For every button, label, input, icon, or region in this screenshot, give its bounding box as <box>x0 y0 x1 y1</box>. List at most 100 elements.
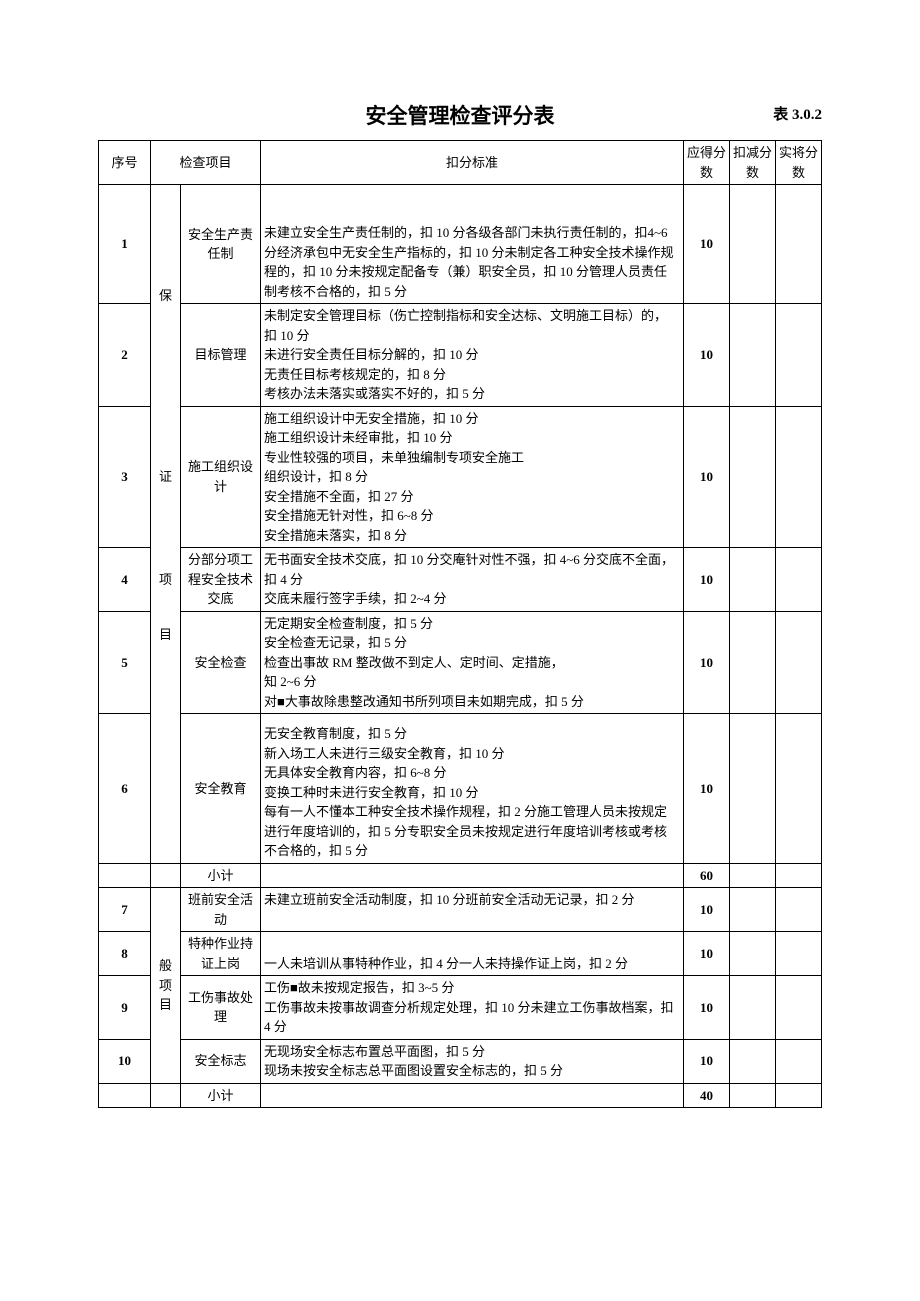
cell-deduct <box>730 714 776 864</box>
cell-item: 目标管理 <box>181 304 261 407</box>
cell-category-a4: 目 <box>151 611 181 863</box>
table-row: 7 般项目 班前安全活动 未建立班前安全活动制度，扣 10 分班前安全活动无记录… <box>99 888 822 932</box>
cell-category <box>151 1083 181 1108</box>
cell-category <box>151 863 181 888</box>
cell-deduct <box>730 1039 776 1083</box>
cell-subtotal-label: 小计 <box>181 863 261 888</box>
cell-item: 施工组织设计 <box>181 406 261 548</box>
cell-standard: 未建立班前安全活动制度，扣 10 分班前安全活动无记录，扣 2 分 <box>261 888 684 932</box>
cell-score: 60 <box>684 863 730 888</box>
cell-actual <box>776 714 822 864</box>
hdr-score: 应得分数 <box>684 141 730 185</box>
cell-item: 工伤事故处理 <box>181 976 261 1040</box>
cell-actual <box>776 863 822 888</box>
cell-standard <box>261 1083 684 1108</box>
cell-deduct <box>730 888 776 932</box>
doc-title: 安全管理检查评分表 <box>98 100 822 130</box>
cell-actual <box>776 185 822 304</box>
cell-standard: 未建立安全生产责任制的，扣 10 分各级各部门未执行责任制的，扣4~6 分经济承… <box>261 185 684 304</box>
cell-actual <box>776 304 822 407</box>
cell-score: 10 <box>684 976 730 1040</box>
title-row: 安全管理检查评分表 表 3.0.2 <box>98 100 822 130</box>
hdr-standard: 扣分标准 <box>261 141 684 185</box>
subtotal-row: 小计 60 <box>99 863 822 888</box>
cell-seq: 7 <box>99 888 151 932</box>
table-row: 4 项 分部分项工程安全技术交底 无书面安全技术交底，扣 10 分交庵针对性不强… <box>99 548 822 612</box>
cell-seq: 8 <box>99 932 151 976</box>
cell-deduct <box>730 611 776 714</box>
cell-seq: 6 <box>99 714 151 864</box>
cell-standard: 无安全教育制度，扣 5 分 新入场工人未进行三级安全教育，扣 10 分 无具体安… <box>261 714 684 864</box>
table-number: 表 3.0.2 <box>773 103 822 124</box>
cell-seq: 5 <box>99 611 151 714</box>
cell-actual <box>776 976 822 1040</box>
page: 安全管理检查评分表 表 3.0.2 序号 检查项目 扣分标准 应得分数 扣减分数… <box>0 0 920 1168</box>
cell-seq: 4 <box>99 548 151 612</box>
cell-category-a1: 保 <box>151 185 181 407</box>
hdr-seq: 序号 <box>99 141 151 185</box>
cell-deduct <box>730 304 776 407</box>
cell-seq: 2 <box>99 304 151 407</box>
cell-standard: 无现场安全标志布置总平面图，扣 5 分 现场未按安全标志总平面图设置安全标志的，… <box>261 1039 684 1083</box>
cell-actual <box>776 406 822 548</box>
cell-standard: 施工组织设计中无安全措施，扣 10 分 施工组织设计未经审批，扣 10 分 专业… <box>261 406 684 548</box>
cell-item: 班前安全活动 <box>181 888 261 932</box>
cell-standard: 无定期安全检查制度，扣 5 分 安全检查无记录，扣 5 分 检查出事故 RM 整… <box>261 611 684 714</box>
cell-seq <box>99 863 151 888</box>
cell-actual <box>776 1083 822 1108</box>
cell-standard: 一人未培训从事特种作业，扣 4 分一人未持操作证上岗，扣 2 分 <box>261 932 684 976</box>
cell-seq <box>99 1083 151 1108</box>
cell-standard: 无书面安全技术交底，扣 10 分交庵针对性不强，扣 4~6 分交底不全面，扣 4… <box>261 548 684 612</box>
table-row: 2 目标管理 未制定安全管理目标（伤亡控制指标和安全达标、文明施工目标）的，扣 … <box>99 304 822 407</box>
cell-standard: 工伤■故未按规定报告，扣 3~5 分 工伤事故未按事故调查分析规定处理，扣 10… <box>261 976 684 1040</box>
cell-score: 10 <box>684 714 730 864</box>
cell-seq: 1 <box>99 185 151 304</box>
hdr-item: 检查项目 <box>151 141 261 185</box>
cell-category-a2: 证 <box>151 406 181 548</box>
cell-item: 安全检查 <box>181 611 261 714</box>
cell-item: 安全生产责任制 <box>181 185 261 304</box>
table-row: 10 安全标志 无现场安全标志布置总平面图，扣 5 分 现场未按安全标志总平面图… <box>99 1039 822 1083</box>
cell-deduct <box>730 976 776 1040</box>
cell-item: 安全教育 <box>181 714 261 864</box>
cell-score: 40 <box>684 1083 730 1108</box>
cell-score: 10 <box>684 406 730 548</box>
header-row: 序号 检查项目 扣分标准 应得分数 扣减分数 实将分数 <box>99 141 822 185</box>
cell-deduct <box>730 863 776 888</box>
cell-seq: 9 <box>99 976 151 1040</box>
cell-standard: 未制定安全管理目标（伤亡控制指标和安全达标、文明施工目标）的，扣 10 分 未进… <box>261 304 684 407</box>
cell-actual <box>776 548 822 612</box>
cell-score: 10 <box>684 1039 730 1083</box>
table-row: 5 目 安全检查 无定期安全检查制度，扣 5 分 安全检查无记录，扣 5 分 检… <box>99 611 822 714</box>
table-row: 3 证 施工组织设计 施工组织设计中无安全措施，扣 10 分 施工组织设计未经审… <box>99 406 822 548</box>
cell-standard <box>261 863 684 888</box>
cell-score: 10 <box>684 888 730 932</box>
cell-actual <box>776 932 822 976</box>
table-row: 1 保 安全生产责任制 未建立安全生产责任制的，扣 10 分各级各部门未执行责任… <box>99 185 822 304</box>
cell-score: 10 <box>684 548 730 612</box>
table-row: 9 工伤事故处理 工伤■故未按规定报告，扣 3~5 分 工伤事故未按事故调查分析… <box>99 976 822 1040</box>
cell-category-b: 般项目 <box>151 888 181 1084</box>
cell-item: 特种作业持证上岗 <box>181 932 261 976</box>
cell-seq: 3 <box>99 406 151 548</box>
table-row: 8 特种作业持证上岗 一人未培训从事特种作业，扣 4 分一人未持操作证上岗，扣 … <box>99 932 822 976</box>
subtotal-row: 小计 40 <box>99 1083 822 1108</box>
cell-actual <box>776 888 822 932</box>
cell-actual <box>776 1039 822 1083</box>
cell-subtotal-label: 小计 <box>181 1083 261 1108</box>
scoring-table: 序号 检查项目 扣分标准 应得分数 扣减分数 实将分数 1 保 安全生产责任制 … <box>98 140 822 1108</box>
table-row: 6 安全教育 无安全教育制度，扣 5 分 新入场工人未进行三级安全教育，扣 10… <box>99 714 822 864</box>
cell-item: 分部分项工程安全技术交底 <box>181 548 261 612</box>
cell-actual <box>776 611 822 714</box>
cell-score: 10 <box>684 185 730 304</box>
cell-score: 10 <box>684 932 730 976</box>
cell-item: 安全标志 <box>181 1039 261 1083</box>
cell-category-a3: 项 <box>151 548 181 612</box>
cell-deduct <box>730 932 776 976</box>
cell-seq: 10 <box>99 1039 151 1083</box>
cell-deduct <box>730 185 776 304</box>
cell-deduct <box>730 406 776 548</box>
cell-score: 10 <box>684 304 730 407</box>
hdr-actual: 实将分数 <box>776 141 822 185</box>
cell-score: 10 <box>684 611 730 714</box>
